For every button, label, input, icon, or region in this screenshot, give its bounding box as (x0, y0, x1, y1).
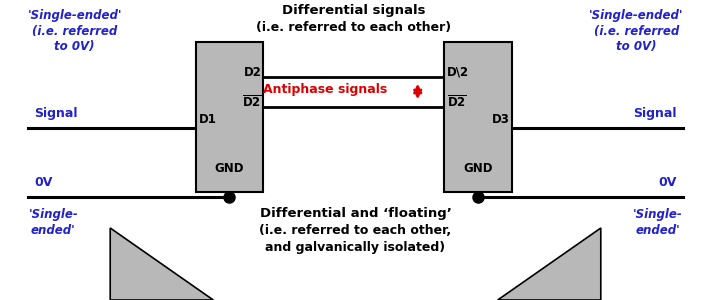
Text: Differential and ‘floating’: Differential and ‘floating’ (260, 206, 451, 220)
Text: Signal: Signal (634, 107, 677, 121)
Text: ended': ended' (31, 224, 75, 238)
Text: to 0V): to 0V) (616, 40, 656, 53)
Text: $\mathbf{\overline{D2}}$: $\mathbf{\overline{D2}}$ (447, 94, 466, 110)
Text: D1: D1 (199, 113, 217, 126)
Text: and galvanically isolated): and galvanically isolated) (265, 241, 446, 254)
Text: 'Single-: 'Single- (633, 208, 683, 221)
Text: 'Single-ended': 'Single-ended' (28, 8, 122, 22)
Text: 'Single-: 'Single- (28, 208, 78, 221)
Text: (i.e. referred: (i.e. referred (594, 25, 679, 38)
Text: D2: D2 (244, 65, 262, 79)
Bar (196, 42, 263, 192)
Text: Antiphase signals: Antiphase signals (263, 82, 387, 96)
Text: Differential signals: Differential signals (282, 4, 425, 17)
Text: D\2: D\2 (447, 65, 469, 79)
Text: GND: GND (464, 161, 493, 175)
Polygon shape (110, 228, 213, 300)
Text: Signal: Signal (34, 107, 77, 121)
Text: 0V: 0V (658, 176, 677, 190)
Text: D3: D3 (492, 113, 510, 126)
Bar (444, 42, 512, 192)
Text: (i.e. referred to each other): (i.e. referred to each other) (256, 20, 451, 34)
Text: ended': ended' (636, 224, 680, 238)
Text: (i.e. referred: (i.e. referred (32, 25, 117, 38)
Text: (i.e. referred to each other,: (i.e. referred to each other, (260, 224, 451, 238)
Polygon shape (498, 228, 601, 300)
Text: to 0V): to 0V) (55, 40, 95, 53)
Text: 0V: 0V (34, 176, 53, 190)
Text: GND: GND (215, 161, 244, 175)
Text: $\mathbf{\overline{D2}}$: $\mathbf{\overline{D2}}$ (242, 94, 262, 110)
Text: 'Single-ended': 'Single-ended' (589, 8, 683, 22)
